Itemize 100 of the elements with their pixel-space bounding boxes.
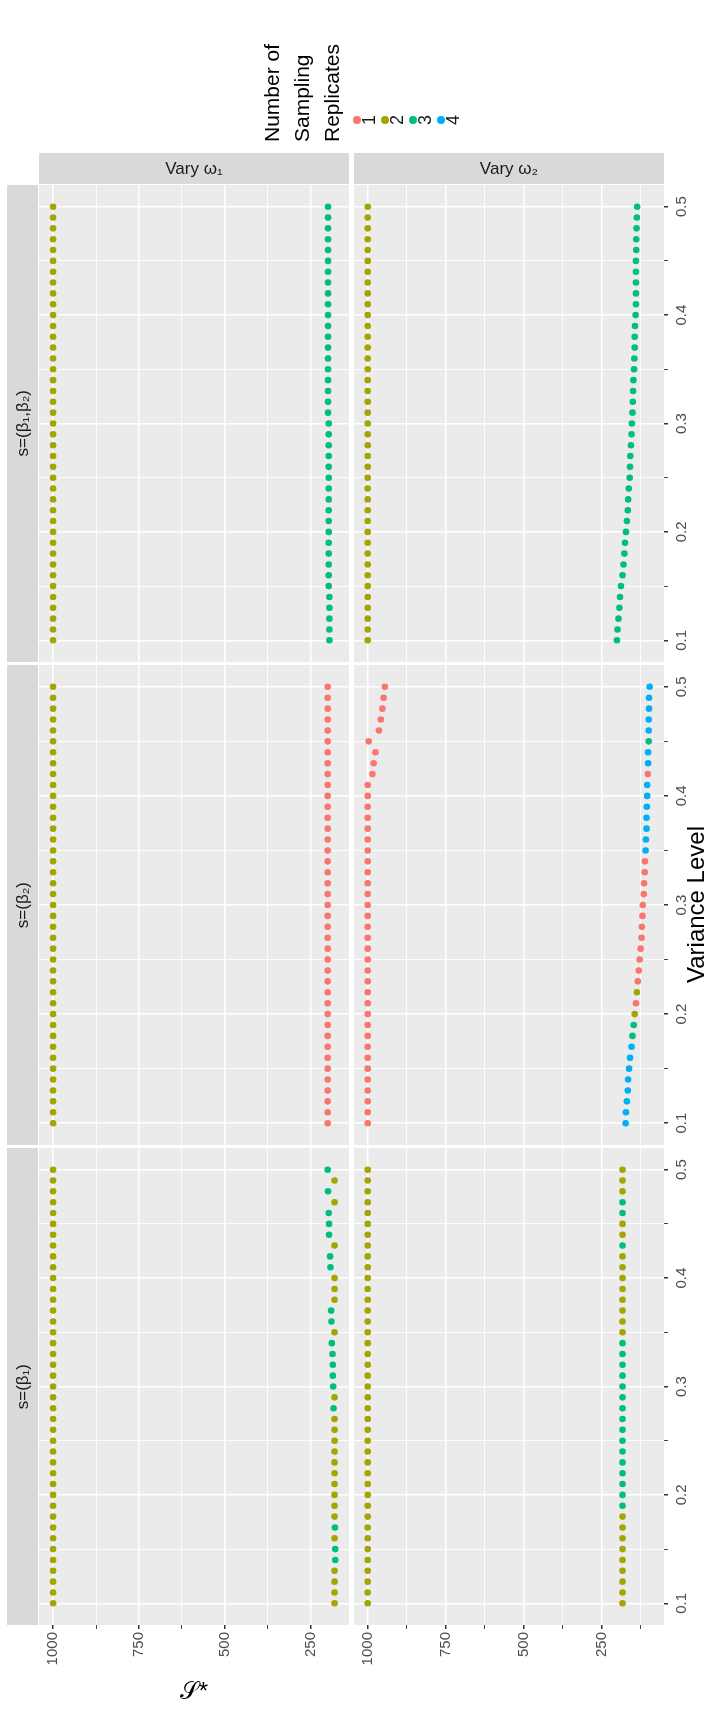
point <box>49 1010 57 1018</box>
x-tick-label: 500 <box>215 1632 233 1658</box>
point <box>364 988 372 996</box>
point <box>644 748 652 756</box>
point <box>619 1448 626 1455</box>
point <box>49 441 57 449</box>
point <box>364 387 372 395</box>
point <box>635 967 643 974</box>
point <box>632 290 640 297</box>
point <box>621 539 629 547</box>
point <box>324 956 331 963</box>
point <box>326 637 333 644</box>
point <box>364 257 372 265</box>
point <box>49 956 57 963</box>
point <box>643 803 651 811</box>
point <box>49 705 57 712</box>
point <box>617 582 625 590</box>
point <box>49 945 57 952</box>
point <box>325 561 333 568</box>
point <box>49 738 57 745</box>
point <box>324 355 332 362</box>
point <box>324 376 332 384</box>
point <box>324 225 332 232</box>
point <box>364 934 372 942</box>
text: s=(β₁,β₂) <box>12 390 33 457</box>
point <box>49 246 57 254</box>
y-tick-label: 0.1 <box>671 1592 689 1614</box>
legend-label: 1 <box>359 114 379 125</box>
point <box>325 550 333 557</box>
x-tick-label: 500 <box>513 1632 531 1658</box>
legend-title: Number of Sampling Replicates <box>259 42 344 142</box>
point <box>381 683 389 691</box>
point <box>49 836 57 843</box>
point <box>324 868 331 876</box>
point <box>324 934 331 942</box>
point <box>364 923 372 931</box>
point <box>324 945 331 952</box>
point <box>324 901 331 909</box>
point <box>49 225 57 232</box>
point <box>364 1119 372 1127</box>
point <box>640 890 648 898</box>
point <box>324 1108 331 1116</box>
point <box>325 528 333 536</box>
point <box>626 463 634 471</box>
point <box>324 988 331 996</box>
point <box>324 311 332 319</box>
point <box>364 847 372 854</box>
point <box>629 409 636 416</box>
point <box>324 1076 331 1083</box>
point <box>364 582 372 590</box>
point <box>615 615 622 622</box>
point <box>324 716 331 723</box>
point <box>49 322 57 330</box>
point <box>645 694 653 702</box>
point <box>364 376 372 384</box>
point <box>364 290 372 297</box>
point <box>364 366 372 373</box>
point <box>619 1502 626 1510</box>
y-tick-label: 0.1 <box>671 629 689 651</box>
point <box>49 770 57 778</box>
point <box>325 485 333 492</box>
point <box>324 683 331 691</box>
point <box>329 1383 337 1390</box>
point <box>49 300 57 308</box>
point <box>324 1043 331 1051</box>
point <box>49 268 57 276</box>
point <box>49 366 57 373</box>
point <box>324 1098 331 1105</box>
point <box>49 803 57 811</box>
point <box>364 496 372 503</box>
point <box>49 868 57 876</box>
point <box>325 506 333 514</box>
point <box>49 934 57 942</box>
point <box>49 759 57 767</box>
point <box>49 716 57 723</box>
point <box>619 1350 626 1358</box>
point <box>331 1545 339 1553</box>
point <box>632 311 639 319</box>
point <box>49 626 57 633</box>
point <box>49 550 57 557</box>
point <box>364 300 372 308</box>
point <box>628 420 636 427</box>
point <box>624 506 632 514</box>
point <box>324 1021 331 1029</box>
point <box>619 1242 626 1249</box>
point <box>620 561 627 568</box>
point <box>621 550 628 557</box>
point <box>364 506 372 514</box>
point <box>364 441 372 449</box>
point <box>324 214 332 221</box>
point <box>364 1076 372 1083</box>
point <box>329 1361 337 1369</box>
point <box>49 814 57 822</box>
point <box>630 366 638 373</box>
point <box>325 474 333 482</box>
point <box>619 1361 626 1369</box>
point <box>324 1032 331 1040</box>
point <box>643 814 650 822</box>
point <box>364 420 372 427</box>
point <box>364 246 372 254</box>
